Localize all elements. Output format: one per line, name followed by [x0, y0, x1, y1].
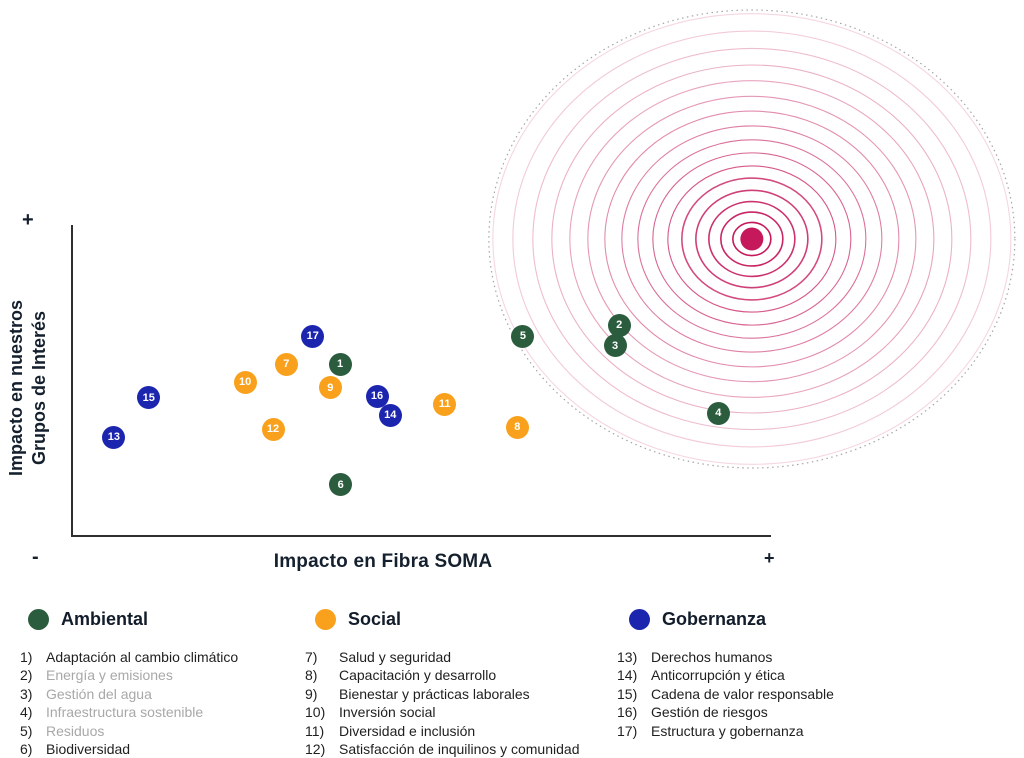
list-item-number: 3): [20, 685, 33, 702]
list-item-label: Gestión del agua: [46, 685, 152, 702]
legend-label-social: Social: [348, 609, 402, 629]
list-item: 7) Salud y seguridad: [305, 648, 579, 666]
list-item: 14) Anticorrupción y ética: [617, 666, 834, 684]
list-item: 16) Gestión de riesgos: [617, 703, 834, 721]
list-item-label: Gestión de riesgos: [651, 704, 768, 721]
list-item-label: Anticorrupción y ética: [651, 667, 785, 684]
list-item-number: 9): [305, 685, 318, 702]
list-item-number: 16): [617, 704, 638, 721]
matrix-point-6: 6: [329, 473, 353, 497]
list-item-number: 5): [20, 722, 33, 739]
list-item-label: Inversión social: [339, 704, 436, 721]
list-item-number: 15): [617, 685, 638, 702]
list-item: 13) Derechos humanos: [617, 648, 834, 666]
list-item: 9) Bienestar y prácticas laborales: [305, 685, 579, 703]
matrix-point-2: 2: [607, 313, 631, 337]
matrix-point-5: 5: [511, 324, 535, 348]
list-item: 3) Gestión del agua: [20, 685, 238, 703]
list-item-number: 10): [305, 704, 326, 721]
x-axis-plus-sign: +: [764, 548, 775, 568]
legend-label-ambiental: Ambiental: [61, 609, 149, 629]
list-item: 12) Satisfacción de inquilinos y comunida…: [305, 740, 579, 758]
list-gobernanza: 13) Derechos humanos 14) Anticorrupción y é…: [617, 648, 834, 740]
matrix-point-10: 10: [233, 370, 257, 394]
list-item-label: Satisfacción de inquilinos y comunidad: [339, 741, 580, 758]
matrix-point-8: 8: [505, 415, 529, 439]
list-item-label: Infraestructura sostenible: [46, 704, 204, 721]
matrix-point-1: 1: [328, 352, 352, 376]
list-social: 7) Salud y seguridad 8) Capacitación y desa…: [305, 648, 579, 758]
matrix-point-4: 4: [706, 401, 730, 425]
list-item-number: 2): [20, 667, 33, 684]
legend-label-gobernanza: Gobernanza: [662, 609, 767, 629]
list-item-number: 11): [305, 722, 325, 739]
x-axis-title: Impacto en Fibra SOMA: [273, 551, 493, 572]
list-item-label: Estructura y gobernanza: [651, 722, 804, 739]
matrix-point-15: 15: [137, 386, 161, 410]
list-item-label: Cadena de valor responsable: [651, 685, 834, 702]
list-item: 15) Cadena de valor responsable: [617, 685, 834, 703]
matrix-point-13: 13: [102, 425, 126, 449]
list-item-label: Capacitación y desarrollo: [339, 667, 497, 684]
list-item-number: 6): [20, 741, 33, 758]
list-item: 8) Capacitación y desarrollo: [305, 666, 579, 684]
legend-item-social: Social: [315, 609, 401, 630]
list-item-label: Adaptación al cambio climático: [46, 649, 239, 665]
list-item-label: Biodiversidad: [46, 741, 131, 758]
gobernanza-color-dot: [629, 609, 650, 630]
list-item-number: 17): [617, 722, 638, 739]
list-ambiental: 1) Adaptación al cambio climático 2) Energí…: [20, 648, 238, 758]
list-item: 17) Estructura y gobernanza: [617, 722, 834, 740]
list-item-label: Derechos humanos: [651, 649, 773, 665]
list-item: 10) Inversión social: [305, 703, 579, 721]
list-item: 6) Biodiversidad: [20, 740, 238, 758]
legend-item-ambiental: Ambiental: [28, 609, 148, 630]
x-axis-line: [71, 535, 771, 537]
matrix-point-11: 11: [433, 392, 457, 416]
y-axis-line: [71, 225, 73, 536]
list-item-number: 4): [20, 704, 33, 721]
list-item-label: Residuos: [46, 722, 105, 739]
list-item-label: Bienestar y prácticas laborales: [339, 685, 530, 702]
matrix-point-14: 14: [378, 403, 402, 427]
x-axis-minus-sign: -: [32, 546, 39, 568]
matrix-point-7: 7: [274, 352, 298, 376]
matrix-point-16: 16: [365, 384, 389, 408]
list-item: 2) Energía y emisiones: [20, 666, 238, 684]
social-color-dot: [315, 609, 336, 630]
list-item-number: 1): [20, 649, 33, 665]
matrix-point-9: 9: [318, 376, 342, 400]
matrix-point-3: 3: [603, 334, 627, 358]
list-item-label: Diversidad e inclusión: [339, 722, 476, 739]
list-item-number: 14): [617, 667, 638, 684]
list-item-number: 7): [305, 649, 318, 665]
matrix-point-12: 12: [261, 417, 285, 441]
list-item-number: 13): [617, 649, 638, 665]
list-item-number: 8): [305, 667, 318, 684]
list-item: 4) Infraestructura sostenible: [20, 703, 238, 721]
y-axis-plus-sign: +: [22, 209, 34, 231]
ambiental-color-dot: [28, 609, 49, 630]
list-item: 5) Residuos: [20, 722, 238, 740]
legend-item-gobernanza: Gobernanza: [629, 609, 766, 630]
list-item: 11) Diversidad e inclusión: [305, 722, 579, 740]
list-item-label: Energía y emisiones: [46, 667, 173, 684]
list-item-number: 12): [305, 741, 326, 758]
list-item: 1) Adaptación al cambio climático: [20, 648, 238, 666]
list-item-label: Salud y seguridad: [339, 649, 452, 665]
matrix-point-17: 17: [301, 324, 325, 348]
